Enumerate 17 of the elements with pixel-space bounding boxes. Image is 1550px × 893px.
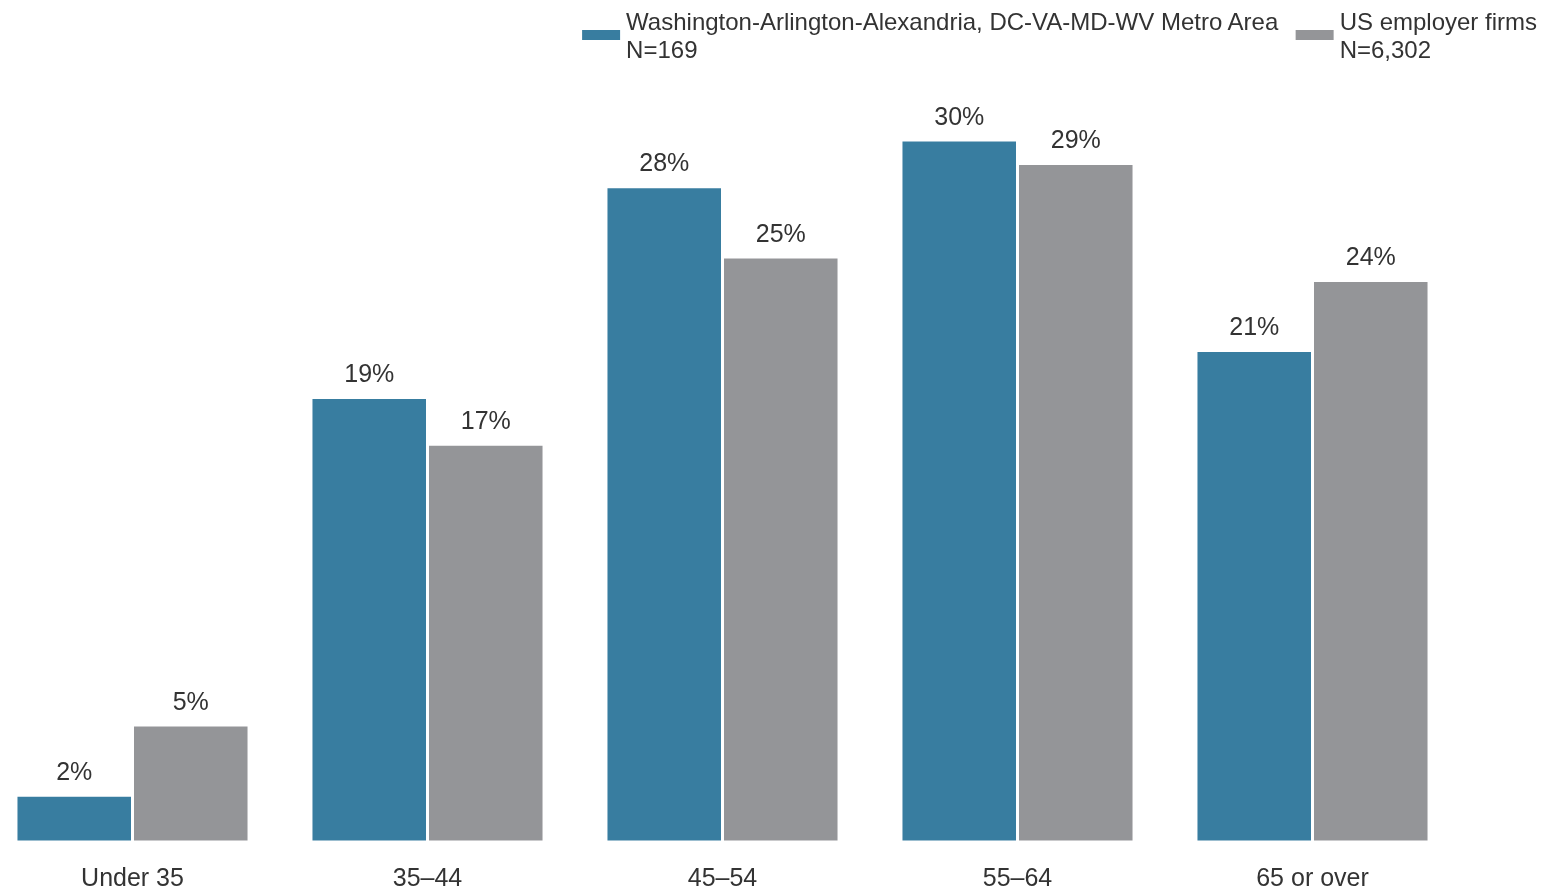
legend-label: Washington-Arlington-Alexandria, DC-VA-MD-WV Metro Area N=169	[626, 7, 1279, 63]
data-label: 25%	[755, 218, 806, 247]
data-label: 5%	[172, 686, 209, 715]
x-tick-label: 65 or over	[1256, 862, 1369, 891]
data-label: 2%	[56, 756, 93, 785]
data-label: 21%	[1229, 312, 1280, 341]
data-label: 29%	[1050, 124, 1101, 153]
x-tick-label: 45–54	[687, 862, 758, 891]
x-tick-label: 35–44	[392, 862, 463, 891]
x-tick-label: Under 35	[81, 862, 184, 891]
data-label: 17%	[460, 405, 511, 434]
x-tick-label: 55–64	[982, 862, 1053, 891]
data-label: 24%	[1345, 241, 1396, 270]
data-label: 19%	[344, 358, 395, 387]
data-label: 28%	[639, 148, 690, 177]
data-label: 30%	[934, 101, 985, 130]
legend-label: US employer firms N=6,302	[1339, 7, 1538, 63]
